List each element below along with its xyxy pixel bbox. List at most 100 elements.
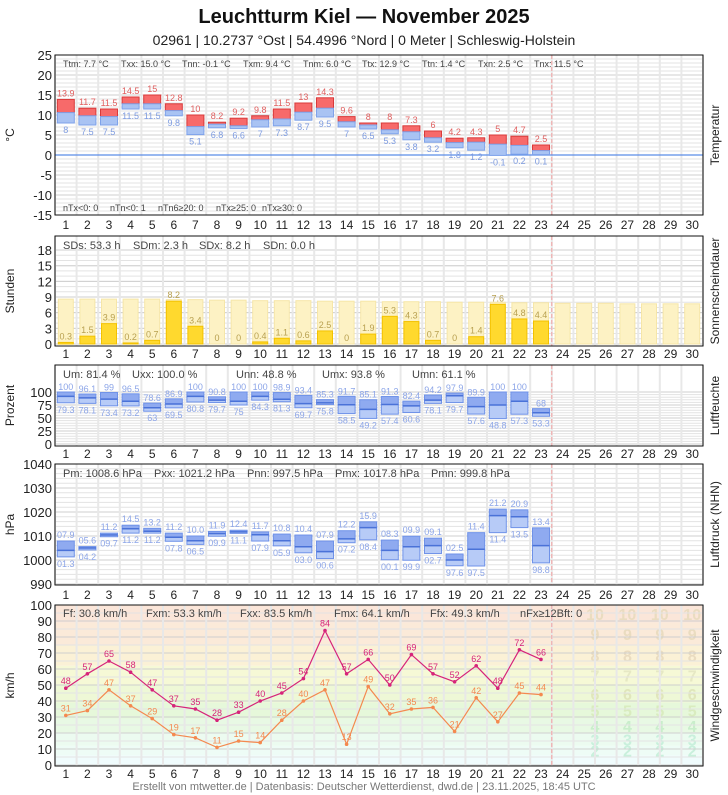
min-bar <box>337 404 356 415</box>
day-label: 2 <box>84 218 91 232</box>
pressure-max-label: 11.4 <box>468 522 485 532</box>
day-label: 26 <box>599 767 613 781</box>
humidity-max-label: 97.9 <box>446 383 464 393</box>
wind-mean-label: 31 <box>61 703 71 713</box>
wind-mean-point <box>517 691 522 695</box>
max-bar <box>337 395 356 406</box>
day-label: 13 <box>318 767 332 781</box>
sunshine-label: 1.1 <box>276 327 289 337</box>
y-tick-label: 40 <box>38 694 52 709</box>
wind-gust-label: 48 <box>61 676 71 686</box>
temp-max-label: 8 <box>366 112 371 122</box>
max-bar <box>488 391 507 406</box>
temp-min-label: 8 <box>63 125 68 135</box>
temp-max-bar <box>143 94 162 105</box>
temp-max-bar <box>272 108 291 120</box>
humidity-max-label: 91.7 <box>338 386 356 396</box>
pressure-min-label: 00.1 <box>381 562 399 572</box>
day-label: 25 <box>578 588 592 602</box>
temp-max-label: 2.5 <box>535 134 548 144</box>
temp-min-label: 11.5 <box>144 111 161 121</box>
y-tick-label: 0 <box>45 148 52 163</box>
wind-gust-point <box>172 704 176 708</box>
humidity-max-label: 68 <box>536 399 546 409</box>
day-label: 7 <box>192 347 199 361</box>
pressure-max-label: 13.4 <box>532 517 550 527</box>
stat-label: SDm: 2.3 h <box>133 240 188 252</box>
possible-sunshine-bar <box>209 299 225 345</box>
min-bar <box>467 548 486 567</box>
max-bar <box>445 553 464 561</box>
stat-label: Tnm: 6.0 °C <box>303 59 352 69</box>
wind-gust-point <box>344 672 349 676</box>
sunshine-bar <box>165 300 182 345</box>
temp-min-label: 9.8 <box>168 118 181 128</box>
temp-max-label: 14.5 <box>122 86 140 96</box>
humidity-min-label: 69.7 <box>295 410 313 420</box>
day-label: 25 <box>578 767 592 781</box>
min-bar <box>467 406 486 415</box>
day-label: 10 <box>254 347 268 361</box>
y-tick-label: 90 <box>38 614 52 629</box>
wind-mean-point <box>344 742 349 746</box>
wind-gust-label: 50 <box>385 673 395 683</box>
sunshine-label: 1.9 <box>362 323 375 333</box>
day-label: 11 <box>276 218 289 232</box>
temp-max-label: 11.5 <box>101 98 118 108</box>
day-label: 1 <box>62 588 69 602</box>
beaufort-number: 6 <box>623 687 632 704</box>
pressure-min-label: 13.5 <box>511 530 529 540</box>
panel-title: Temperatur <box>708 105 722 166</box>
pressure-min-label: 98.8 <box>532 565 550 575</box>
day-label: 19 <box>448 447 462 461</box>
sunshine-bar <box>295 340 312 345</box>
pressure-min-label: 04.2 <box>79 552 97 562</box>
sunshine-label: 4.3 <box>405 311 418 321</box>
humidity-min-label: 80.8 <box>187 404 205 414</box>
y-tick-label: 100 <box>30 385 52 400</box>
panel-frame <box>54 463 704 586</box>
day-label: 17 <box>405 588 419 602</box>
sunshine-label: 0.4 <box>254 331 267 341</box>
day-label: 25 <box>578 347 592 361</box>
temp-max-label: 9.6 <box>340 106 353 116</box>
humidity-max-label: 99 <box>104 383 114 393</box>
stat-label-bottom: nTx<0: 0 <box>63 203 98 213</box>
temp-max-label: 11.5 <box>273 98 290 108</box>
day-label: 27 <box>621 347 635 361</box>
y-tick-label: 6 <box>45 306 52 321</box>
sunshine-label: 0.6 <box>297 330 310 340</box>
day-label: 7 <box>192 767 199 781</box>
humidity-max-label: 100 <box>253 382 268 392</box>
day-label: 6 <box>170 218 177 232</box>
y-tick-label: 20 <box>38 726 52 741</box>
humidity-min-label: 48.8 <box>489 421 507 431</box>
humidity-max-label: 91.3 <box>381 387 399 397</box>
pressure-max-label: 10.4 <box>295 524 313 534</box>
pressure-max-label: 11.9 <box>209 520 226 530</box>
temp-max-bar <box>380 122 399 131</box>
y-tick-label: 1040 <box>23 457 52 472</box>
sunshine-bar <box>57 341 74 345</box>
y-tick-label: 75 <box>38 398 52 413</box>
pressure-min-label: 07.9 <box>251 543 269 553</box>
temp-max-label: 10 <box>190 104 200 114</box>
sunshine-label: 0.7 <box>427 329 440 339</box>
y-tick-label: 9 <box>45 290 52 305</box>
sunshine-bar <box>122 342 139 345</box>
humidity-max-label: 96.1 <box>79 384 97 394</box>
pressure-max-label: 05.6 <box>79 536 97 546</box>
max-bar <box>380 396 399 405</box>
y-tick-label: 1010 <box>23 529 52 544</box>
y-tick-label: 1000 <box>23 553 52 568</box>
day-label: 7 <box>192 588 199 602</box>
stat-label: Ff: 30.8 km/h <box>63 608 127 620</box>
temp-max-label: 6 <box>430 120 435 130</box>
y-axis-label: hPa <box>3 514 17 536</box>
stat-label: Pnn: 997.5 hPa <box>247 468 324 480</box>
pressure-max-label: 07.9 <box>316 530 334 540</box>
stat-label: Pxx: 1021.2 hPa <box>154 468 236 480</box>
pressure-min-label: 97.6 <box>446 568 464 578</box>
y-tick-label: 990 <box>30 577 52 592</box>
